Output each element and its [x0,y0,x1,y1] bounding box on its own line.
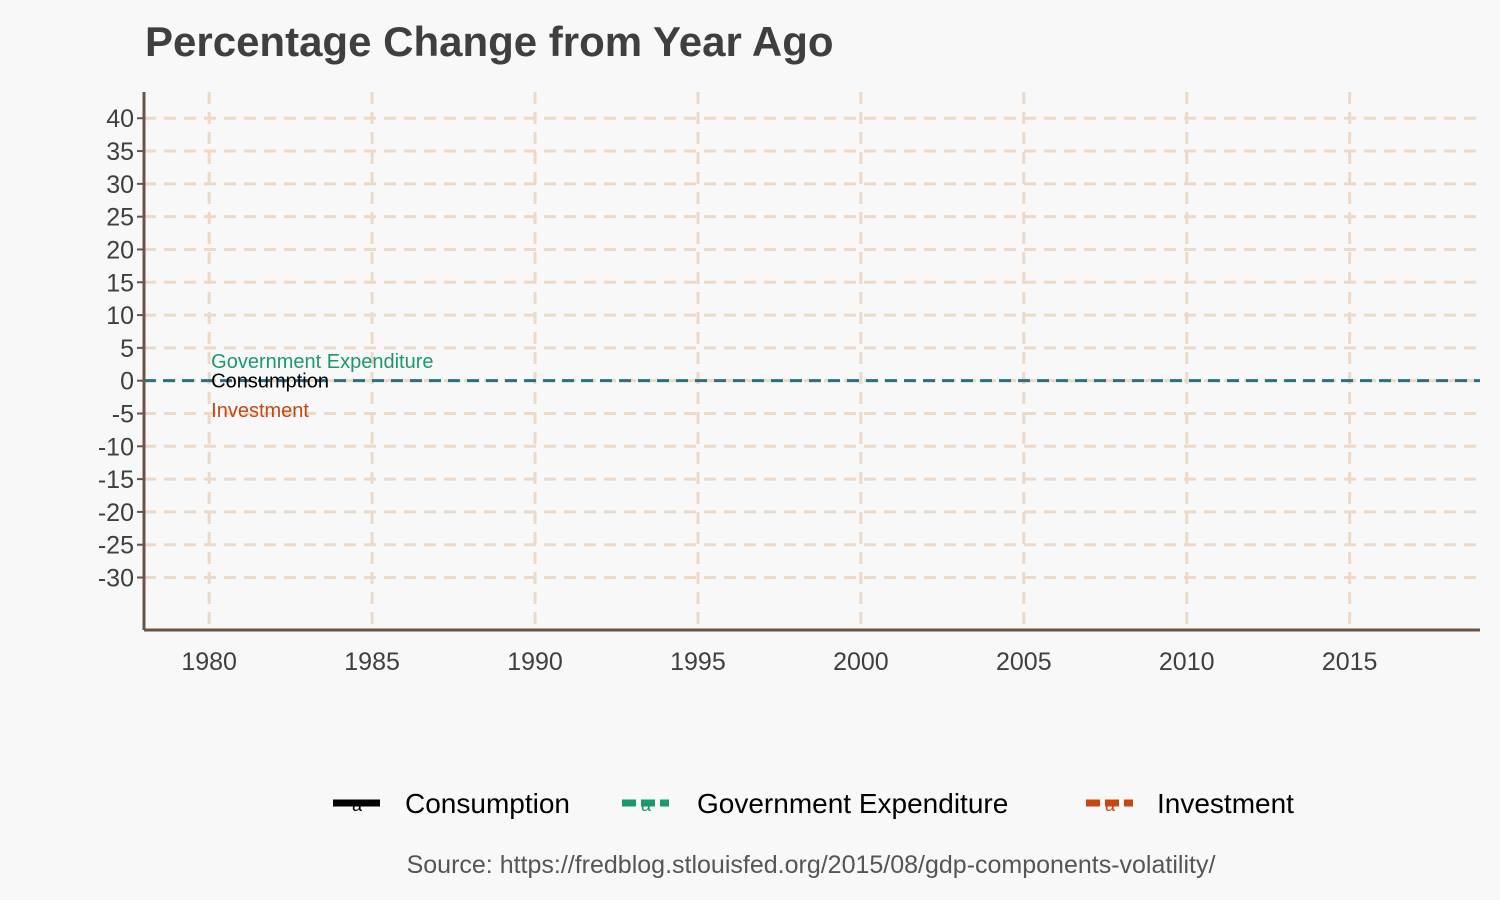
y-tick-label: 40 [106,105,134,133]
legend-label: Investment [1157,788,1294,819]
y-tick-label: -10 [98,433,134,461]
grid [144,92,1480,630]
y-tick-label: -15 [98,466,134,494]
y-tick-label: -5 [112,400,134,428]
y-tick-label: 10 [106,302,134,330]
x-tick-label: 2015 [1322,648,1378,676]
x-tick-label: 1995 [670,648,726,676]
y-tick-label: 0 [120,368,134,396]
x-tick-label: 1985 [344,648,400,676]
y-tick-label: 20 [106,236,134,264]
series-label: Consumption [211,371,329,393]
x-tick-label: 1980 [181,648,237,676]
y-tick-label: -25 [98,532,134,560]
x-tick-label: 2005 [996,648,1052,676]
y-tick-label: -30 [98,565,134,593]
y-tick-label: 35 [106,138,134,166]
legend: a Consumption a Government Expenditure a Inve… [333,788,1294,819]
y-tick-label: -20 [98,499,134,527]
y-tick-label: 25 [106,204,134,232]
series-label: Investment [211,400,309,422]
legend-label: Consumption [405,788,570,819]
y-tick-label: 15 [106,269,134,297]
series-label: Government Expenditure [211,351,433,373]
x-tick-label: 2000 [833,648,889,676]
legend-key-letter: a [352,795,363,815]
x-tick-label: 2010 [1159,648,1215,676]
chart-title: Percentage Change from Year Ago [145,18,834,65]
legend-label: Government Expenditure [697,788,1008,819]
y-tick-label: 5 [120,335,134,363]
legend-key-letter: a [1105,795,1116,815]
legend-key-letter: a [641,795,652,815]
caption: Source: https://fredblog.stlouisfed.org/… [407,851,1216,879]
x-tick-label: 1990 [507,648,563,676]
y-tick-label: 30 [106,171,134,199]
